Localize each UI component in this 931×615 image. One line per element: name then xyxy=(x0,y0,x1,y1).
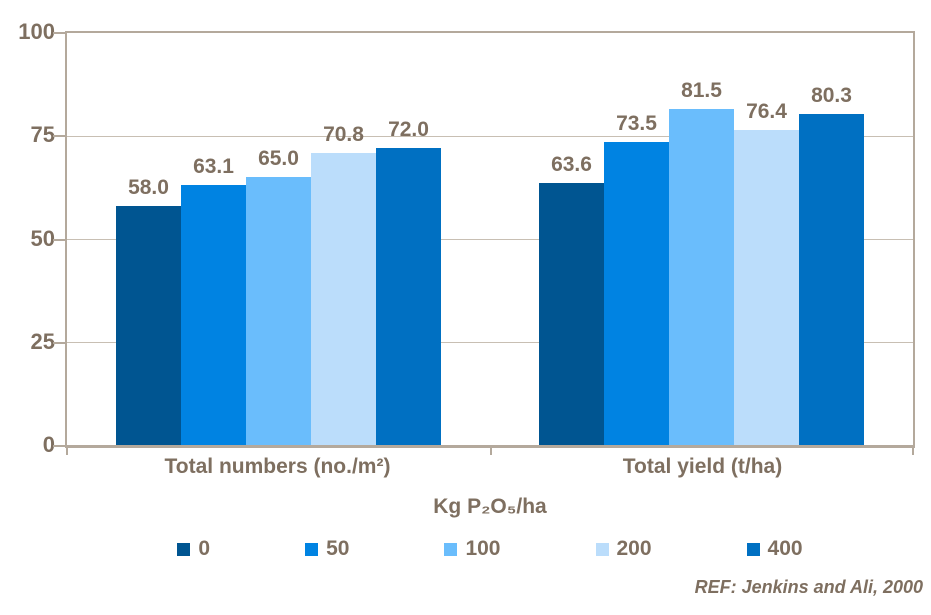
bar-value-label: 72.0 xyxy=(388,118,429,142)
legend-item-0: 0 xyxy=(177,537,210,561)
y-axis-labels: 100 75 50 25 0 xyxy=(0,0,55,615)
y-tick-label-25: 25 xyxy=(30,328,55,354)
y-tick-mark-100 xyxy=(53,32,67,34)
gridline-75 xyxy=(67,136,913,137)
category-label-1: Total yield (t/ha) xyxy=(622,455,783,478)
bar-0-1: 63.6 xyxy=(539,153,604,445)
y-tick-label-75: 75 xyxy=(30,122,55,148)
bar-value-label: 63.6 xyxy=(551,152,592,176)
legend-swatch-icon xyxy=(305,542,319,556)
y-tick-mark-25 xyxy=(53,341,67,344)
x-axis-title: Kg P₂O₅/ha xyxy=(433,495,547,518)
category-label-0: Total numbers (no./m²) xyxy=(164,455,391,478)
bar-200-1: 76.4 xyxy=(734,100,799,445)
bar-100-1: 81.5 xyxy=(669,79,734,445)
y-tick-mark-0 xyxy=(53,445,67,447)
legend-label: 400 xyxy=(767,537,803,560)
legend-swatch-icon xyxy=(444,542,458,556)
legend-swatch-icon xyxy=(595,542,609,556)
gridline-50 xyxy=(67,239,913,240)
category-labels: Total numbers (no./m²) Total yield (t/ha) xyxy=(65,455,915,479)
bar-group-1: 63.6 73.5 81.5 76.4 80.3 xyxy=(490,33,913,445)
legend-label: 0 xyxy=(198,537,211,560)
legend-item-100: 100 xyxy=(444,537,501,561)
legend-item-400: 400 xyxy=(746,537,803,561)
y-tick-mark-75 xyxy=(53,135,67,138)
legend-label: 50 xyxy=(326,537,350,560)
bar-value-label: 76.4 xyxy=(746,100,787,124)
legend-label: 100 xyxy=(465,537,501,560)
bar-value-label: 65.0 xyxy=(258,147,299,171)
y-tick-mark-50 xyxy=(53,238,67,241)
bar-200-0: 70.8 xyxy=(311,123,376,445)
x-tick-mark-2 xyxy=(912,448,914,455)
bar-400-1: 80.3 xyxy=(799,84,864,445)
bar-value-label: 81.5 xyxy=(681,79,722,103)
x-tick-mark-0 xyxy=(66,448,68,455)
plot-area: 58.0 63.1 65.0 70.8 72.0 63.6 73.5 81.5 76.4 80.3 xyxy=(65,31,915,448)
bar-value-label: 80.3 xyxy=(811,84,852,108)
bar-50-0: 63.1 xyxy=(181,155,246,445)
legend-item-200: 200 xyxy=(595,537,652,561)
legend-item-50: 50 xyxy=(305,537,349,561)
bar-value-label: 63.1 xyxy=(193,155,234,179)
reference-annotation: REF: Jenkins and Ali, 2000 xyxy=(694,577,923,597)
bar-value-label: 73.5 xyxy=(616,112,657,136)
bar-50-1: 73.5 xyxy=(604,112,669,445)
bar-0-0: 58.0 xyxy=(116,176,181,445)
legend: 0 50 100 200 400 xyxy=(65,537,915,561)
bar-100-0: 65.0 xyxy=(246,147,311,445)
bar-value-label: 58.0 xyxy=(128,176,169,200)
y-tick-label-0: 0 xyxy=(42,432,55,457)
y-tick-label-100: 100 xyxy=(18,19,55,44)
bar-value-label: 70.8 xyxy=(323,123,364,147)
legend-swatch-icon xyxy=(746,542,760,556)
gridline-25 xyxy=(67,342,913,343)
bar-groups: 58.0 63.1 65.0 70.8 72.0 63.6 73.5 81.5 76.4 80.3 xyxy=(67,33,913,445)
legend-label: 200 xyxy=(616,537,652,560)
bar-400-0: 72.0 xyxy=(376,118,441,445)
bar-group-0: 58.0 63.1 65.0 70.8 72.0 xyxy=(67,33,490,445)
legend-swatch-icon xyxy=(177,542,191,556)
x-tick-mark-1 xyxy=(490,448,492,455)
y-tick-label-50: 50 xyxy=(30,225,55,251)
